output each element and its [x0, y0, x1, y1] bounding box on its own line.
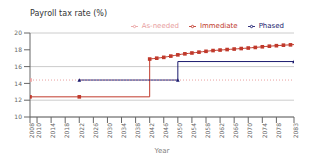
svg-text:2078: 2078: [275, 123, 282, 138]
svg-text:16: 16: [14, 63, 22, 70]
html-text:As-needed: As-needed: [141, 22, 179, 30]
svg-text:18: 18: [14, 46, 22, 53]
svg-text:2014: 2014: [49, 123, 56, 138]
html-text:Immediate: Immediate: [199, 22, 238, 30]
svg-text:2010: 2010: [35, 123, 42, 138]
svg-text:10: 10: [14, 113, 22, 120]
svg-text:2018: 2018: [63, 123, 70, 138]
svg-text:2062: 2062: [218, 123, 225, 138]
svg-text:2008: 2008: [28, 123, 35, 138]
svg-text:2058: 2058: [204, 123, 211, 138]
svg-text:14: 14: [14, 80, 22, 87]
svg-text:Year: Year: [154, 147, 170, 153]
svg-text:2070: 2070: [247, 123, 254, 138]
svg-text:2026: 2026: [92, 123, 99, 138]
svg-text:2022: 2022: [78, 123, 85, 138]
svg-text:2074: 2074: [261, 123, 268, 138]
svg-text:20: 20: [14, 29, 22, 36]
svg-text:2046: 2046: [162, 123, 169, 138]
svg-text:2054: 2054: [190, 123, 197, 138]
svg-text:2030: 2030: [106, 123, 113, 138]
svg-text:2042: 2042: [148, 123, 155, 138]
html-text:Phased: Phased: [258, 22, 284, 30]
svg-text:2038: 2038: [134, 123, 141, 138]
svg-text:12: 12: [14, 96, 22, 103]
svg-text:2050: 2050: [176, 123, 183, 138]
svg-text:2066: 2066: [232, 123, 239, 138]
html-text:Payroll tax rate (%): Payroll tax rate (%): [30, 9, 108, 18]
svg-text:2034: 2034: [120, 123, 127, 138]
svg-text:2083: 2083: [292, 123, 299, 138]
